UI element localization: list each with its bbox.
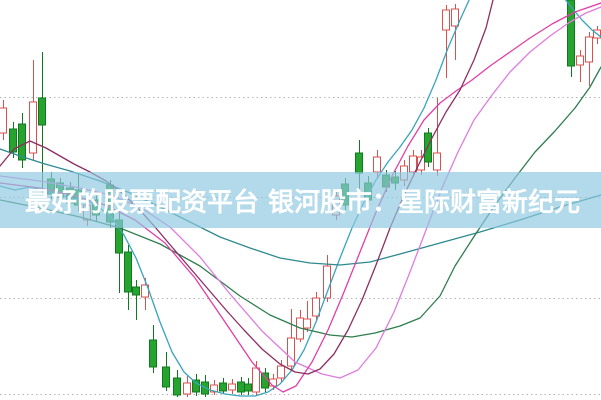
candle-down <box>38 52 46 193</box>
candle-down <box>244 378 252 395</box>
candle-down <box>424 128 432 167</box>
candle-up <box>442 5 450 78</box>
candle-down <box>18 113 26 168</box>
candle-up <box>303 301 311 332</box>
candle-up <box>312 292 320 320</box>
ma-maroon-purple <box>0 0 494 375</box>
candle-up <box>210 380 218 395</box>
candle-down <box>149 325 157 373</box>
ma-dark-green <box>0 66 601 338</box>
headline-text: 最好的股票配资平台 银河股市：星际财富新纪元 <box>25 187 581 218</box>
candle-down <box>162 352 170 391</box>
candle-up <box>29 60 37 160</box>
candle-down <box>9 122 17 158</box>
candle-down <box>192 374 200 396</box>
gridlines <box>0 97 601 395</box>
candle-up <box>183 376 191 397</box>
candle-down <box>567 0 575 77</box>
candle-up <box>228 379 236 394</box>
candle-down <box>124 245 132 310</box>
candle-up <box>576 50 584 82</box>
candle-up <box>323 255 331 302</box>
ma-magenta <box>0 2 601 393</box>
candle-up <box>0 100 7 140</box>
candle-up <box>296 310 304 342</box>
candle-down <box>173 370 181 397</box>
candle-up <box>585 32 593 86</box>
candle-down <box>219 378 227 394</box>
candle-down <box>132 280 140 320</box>
candle-up <box>141 278 149 310</box>
candle-up <box>433 98 441 176</box>
headline-band <box>0 172 601 228</box>
candle-up <box>417 150 425 175</box>
candle-up <box>287 309 295 370</box>
candle-down <box>237 377 245 395</box>
candle-up <box>277 360 285 382</box>
